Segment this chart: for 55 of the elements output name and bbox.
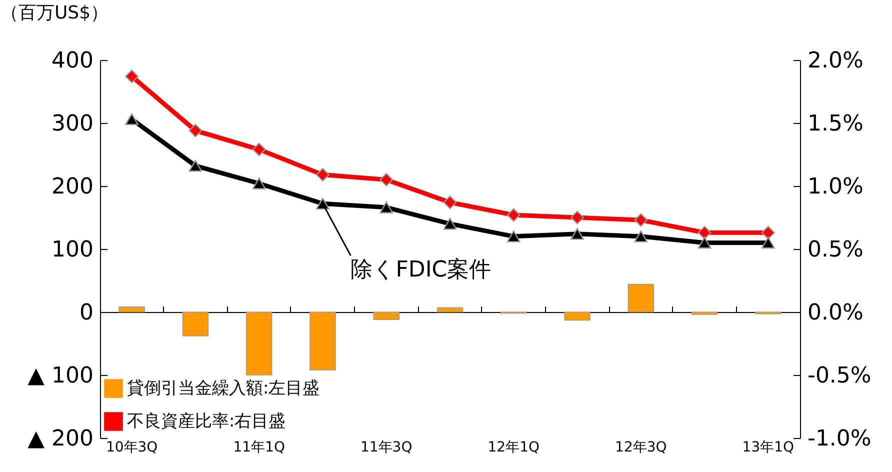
- point: [570, 210, 584, 224]
- point: [443, 218, 457, 230]
- y2-tick-label: -1.0%: [808, 426, 872, 452]
- y2-tick-label: 2.0%: [808, 48, 864, 74]
- y-tick-label: 400: [52, 48, 94, 74]
- x-tick-label: 11年1Q: [233, 440, 285, 456]
- y-tick-label: ▲ 200: [28, 426, 94, 452]
- y-tick-label: 0: [80, 300, 94, 326]
- bar: [182, 312, 209, 336]
- bar: [373, 312, 400, 320]
- y2-tick-label: 0.5%: [808, 238, 864, 262]
- point: [761, 226, 775, 240]
- point: [188, 124, 202, 138]
- point: [380, 202, 394, 214]
- point: [506, 208, 520, 222]
- point: [506, 230, 520, 242]
- y2-tick-label: 1.0%: [808, 174, 864, 200]
- legend-label: 貸倒引当金繰入額:左目盛: [127, 378, 320, 398]
- point: [443, 196, 457, 210]
- point: [316, 198, 330, 210]
- y-tick-label: 300: [52, 112, 94, 136]
- point: [634, 213, 648, 227]
- point: [188, 160, 202, 172]
- bar: [436, 307, 464, 312]
- point: [570, 228, 584, 240]
- y-tick-label: ▲ 100: [28, 364, 94, 388]
- y2-tick-label: 1.5%: [808, 112, 864, 136]
- bar: [691, 312, 718, 315]
- point: [634, 230, 648, 242]
- y-axis-title: （百万US$）: [0, 2, 109, 24]
- point: [252, 178, 266, 190]
- x-tick-label: 12年3Q: [615, 440, 667, 456]
- x-tick-label: 12年1Q: [488, 440, 540, 456]
- bar: [628, 284, 654, 312]
- x-tick-label: 11年3Q: [360, 440, 412, 456]
- point: [698, 226, 712, 240]
- bar: [564, 312, 590, 321]
- point: [380, 172, 394, 186]
- legend-label: 不良資産比率:右目盛: [127, 412, 286, 432]
- point: [761, 236, 775, 249]
- x-tick-label: 10年3Q: [106, 440, 158, 456]
- point: [125, 113, 139, 126]
- y-tick-label: 200: [52, 174, 94, 200]
- point: [125, 70, 139, 84]
- bar: [246, 312, 272, 376]
- bar: [118, 306, 145, 312]
- point: [252, 142, 266, 156]
- series-label: 除くFDIC案件: [350, 258, 492, 283]
- point: [316, 168, 330, 182]
- y-tick-label: 100: [52, 238, 94, 262]
- bar: [310, 312, 336, 370]
- point: [698, 236, 712, 249]
- y2-tick-label: 0.0%: [808, 300, 864, 326]
- y2-tick-label: -0.5%: [808, 364, 872, 388]
- x-tick-label: 13年1Q: [742, 440, 794, 456]
